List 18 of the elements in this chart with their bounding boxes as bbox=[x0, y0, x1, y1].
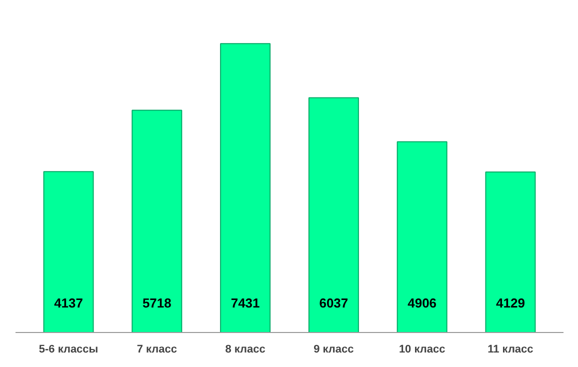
bar bbox=[43, 171, 94, 332]
x-tick-label: 11 класс bbox=[488, 344, 534, 356]
bar bbox=[396, 141, 448, 332]
bar bbox=[220, 43, 271, 332]
bar bbox=[485, 171, 536, 332]
bar bbox=[132, 110, 182, 332]
data-label: 7431 bbox=[230, 296, 260, 310]
x-tick-label: 5-6 классы bbox=[38, 344, 98, 356]
bar bbox=[308, 97, 359, 332]
data-label: 4129 bbox=[496, 296, 525, 310]
data-label: 4137 bbox=[54, 296, 83, 310]
x-tick-label: 8 класс bbox=[225, 344, 266, 356]
x-tick-label: 7 класс bbox=[136, 344, 177, 356]
data-label: 5718 bbox=[142, 296, 172, 310]
data-label: 6037 bbox=[319, 296, 348, 310]
data-label: 4906 bbox=[408, 296, 437, 310]
x-tick-label: 10 класс bbox=[398, 344, 446, 356]
x-tick-label: 9 класс bbox=[314, 344, 354, 356]
